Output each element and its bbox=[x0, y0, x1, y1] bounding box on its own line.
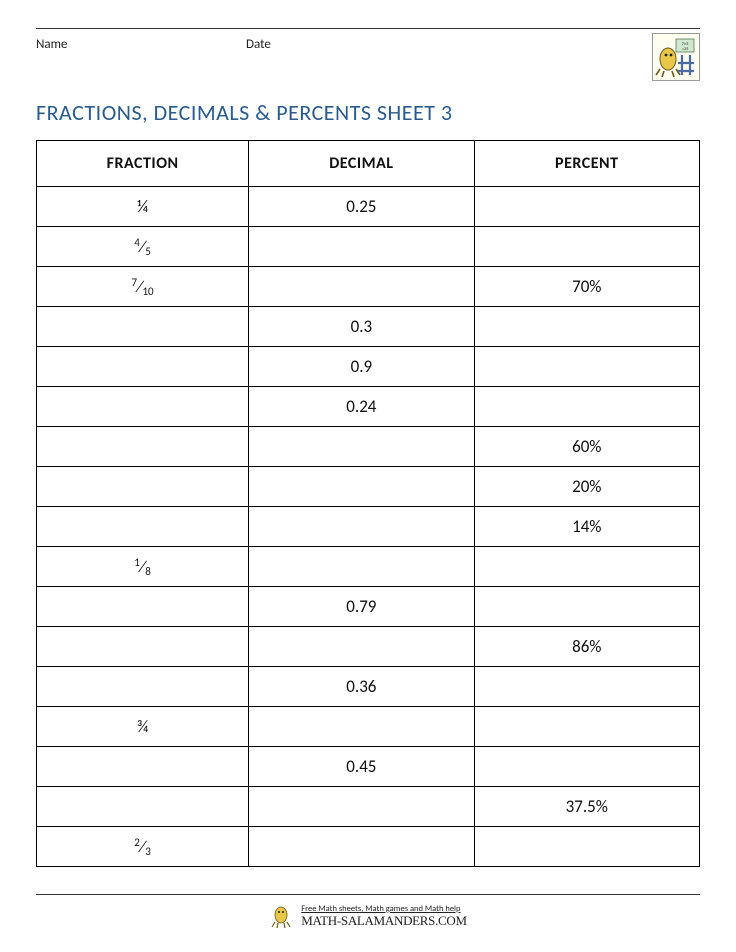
cell-fraction bbox=[37, 667, 249, 707]
table-row: 7⁄10 70% bbox=[37, 267, 700, 307]
col-header-fraction: FRACTION bbox=[37, 141, 249, 187]
cell-fraction bbox=[37, 507, 249, 547]
footer-site: MATH-SALAMANDERS.COM bbox=[301, 914, 467, 928]
cell-percent: 37.5% bbox=[474, 787, 699, 827]
cell-percent bbox=[474, 227, 699, 267]
cell-decimal bbox=[249, 227, 474, 267]
cell-percent bbox=[474, 667, 699, 707]
cell-fraction bbox=[37, 347, 249, 387]
cell-percent: 70% bbox=[474, 267, 699, 307]
worksheet-header: Name Date 7×5 =35 bbox=[36, 37, 700, 93]
cell-fraction bbox=[37, 307, 249, 347]
cell-percent bbox=[474, 827, 699, 867]
table-row: ¾ bbox=[37, 707, 700, 747]
cell-percent bbox=[474, 747, 699, 787]
salamander-icon: 7×5 =35 bbox=[654, 35, 698, 79]
cell-fraction bbox=[37, 747, 249, 787]
name-label: Name bbox=[36, 37, 246, 52]
cell-fraction bbox=[37, 467, 249, 507]
date-label: Date bbox=[246, 37, 271, 52]
cell-fraction bbox=[37, 587, 249, 627]
cell-decimal: 0.24 bbox=[249, 387, 474, 427]
cell-fraction: ¾ bbox=[37, 707, 249, 747]
cell-percent bbox=[474, 187, 699, 227]
svg-text:=35: =35 bbox=[682, 47, 690, 52]
cell-decimal bbox=[249, 787, 474, 827]
cell-decimal: 0.36 bbox=[249, 667, 474, 707]
cell-decimal bbox=[249, 827, 474, 867]
table-row: 2⁄3 bbox=[37, 827, 700, 867]
cell-fraction bbox=[37, 627, 249, 667]
cell-fraction: 1⁄8 bbox=[37, 547, 249, 587]
table-row: 0.24 bbox=[37, 387, 700, 427]
table-row: 60% bbox=[37, 427, 700, 467]
footer: Free Math sheets, Math games and Math he… bbox=[0, 894, 736, 934]
table-row: 37.5% bbox=[37, 787, 700, 827]
cell-fraction: ¼ bbox=[37, 187, 249, 227]
cell-percent: 20% bbox=[474, 467, 699, 507]
cell-decimal bbox=[249, 547, 474, 587]
table-row: 14% bbox=[37, 507, 700, 547]
table-row: 86% bbox=[37, 627, 700, 667]
table-row: 0.9 bbox=[37, 347, 700, 387]
cell-percent: 14% bbox=[474, 507, 699, 547]
cell-decimal bbox=[249, 267, 474, 307]
cell-fraction: 7⁄10 bbox=[37, 267, 249, 307]
table-row: 0.3 bbox=[37, 307, 700, 347]
salamander-icon bbox=[269, 903, 295, 929]
cell-decimal bbox=[249, 467, 474, 507]
cell-percent bbox=[474, 347, 699, 387]
table-row: 4⁄5 bbox=[37, 227, 700, 267]
cell-percent bbox=[474, 307, 699, 347]
cell-decimal bbox=[249, 427, 474, 467]
table-row: ¼0.25 bbox=[37, 187, 700, 227]
cell-decimal: 0.3 bbox=[249, 307, 474, 347]
table-row: 0.79 bbox=[37, 587, 700, 627]
cell-fraction bbox=[37, 787, 249, 827]
cell-decimal: 0.25 bbox=[249, 187, 474, 227]
cell-decimal: 0.79 bbox=[249, 587, 474, 627]
cell-percent: 86% bbox=[474, 627, 699, 667]
table-row: 1⁄8 bbox=[37, 547, 700, 587]
cell-decimal bbox=[249, 707, 474, 747]
cell-decimal: 0.45 bbox=[249, 747, 474, 787]
table-row: 20% bbox=[37, 467, 700, 507]
cell-decimal: 0.9 bbox=[249, 347, 474, 387]
cell-decimal bbox=[249, 507, 474, 547]
cell-fraction bbox=[37, 387, 249, 427]
cell-fraction bbox=[37, 427, 249, 467]
cell-decimal bbox=[249, 627, 474, 667]
brand-logo: 7×5 =35 bbox=[652, 33, 700, 81]
table-header-row: FRACTION DECIMAL PERCENT bbox=[37, 141, 700, 187]
bottom-rule bbox=[36, 894, 700, 895]
table-row: 0.36 bbox=[37, 667, 700, 707]
cell-percent bbox=[474, 387, 699, 427]
col-header-decimal: DECIMAL bbox=[249, 141, 474, 187]
worksheet-table: FRACTION DECIMAL PERCENT ¼0.254⁄57⁄10 70%… bbox=[36, 140, 700, 867]
cell-fraction: 4⁄5 bbox=[37, 227, 249, 267]
table-row: 0.45 bbox=[37, 747, 700, 787]
cell-percent bbox=[474, 547, 699, 587]
cell-percent: 60% bbox=[474, 427, 699, 467]
cell-fraction: 2⁄3 bbox=[37, 827, 249, 867]
col-header-percent: PERCENT bbox=[474, 141, 699, 187]
cell-percent bbox=[474, 587, 699, 627]
top-rule bbox=[36, 28, 700, 29]
cell-percent bbox=[474, 707, 699, 747]
worksheet-title: FRACTIONS, DECIMALS & PERCENTS SHEET 3 bbox=[36, 99, 700, 126]
